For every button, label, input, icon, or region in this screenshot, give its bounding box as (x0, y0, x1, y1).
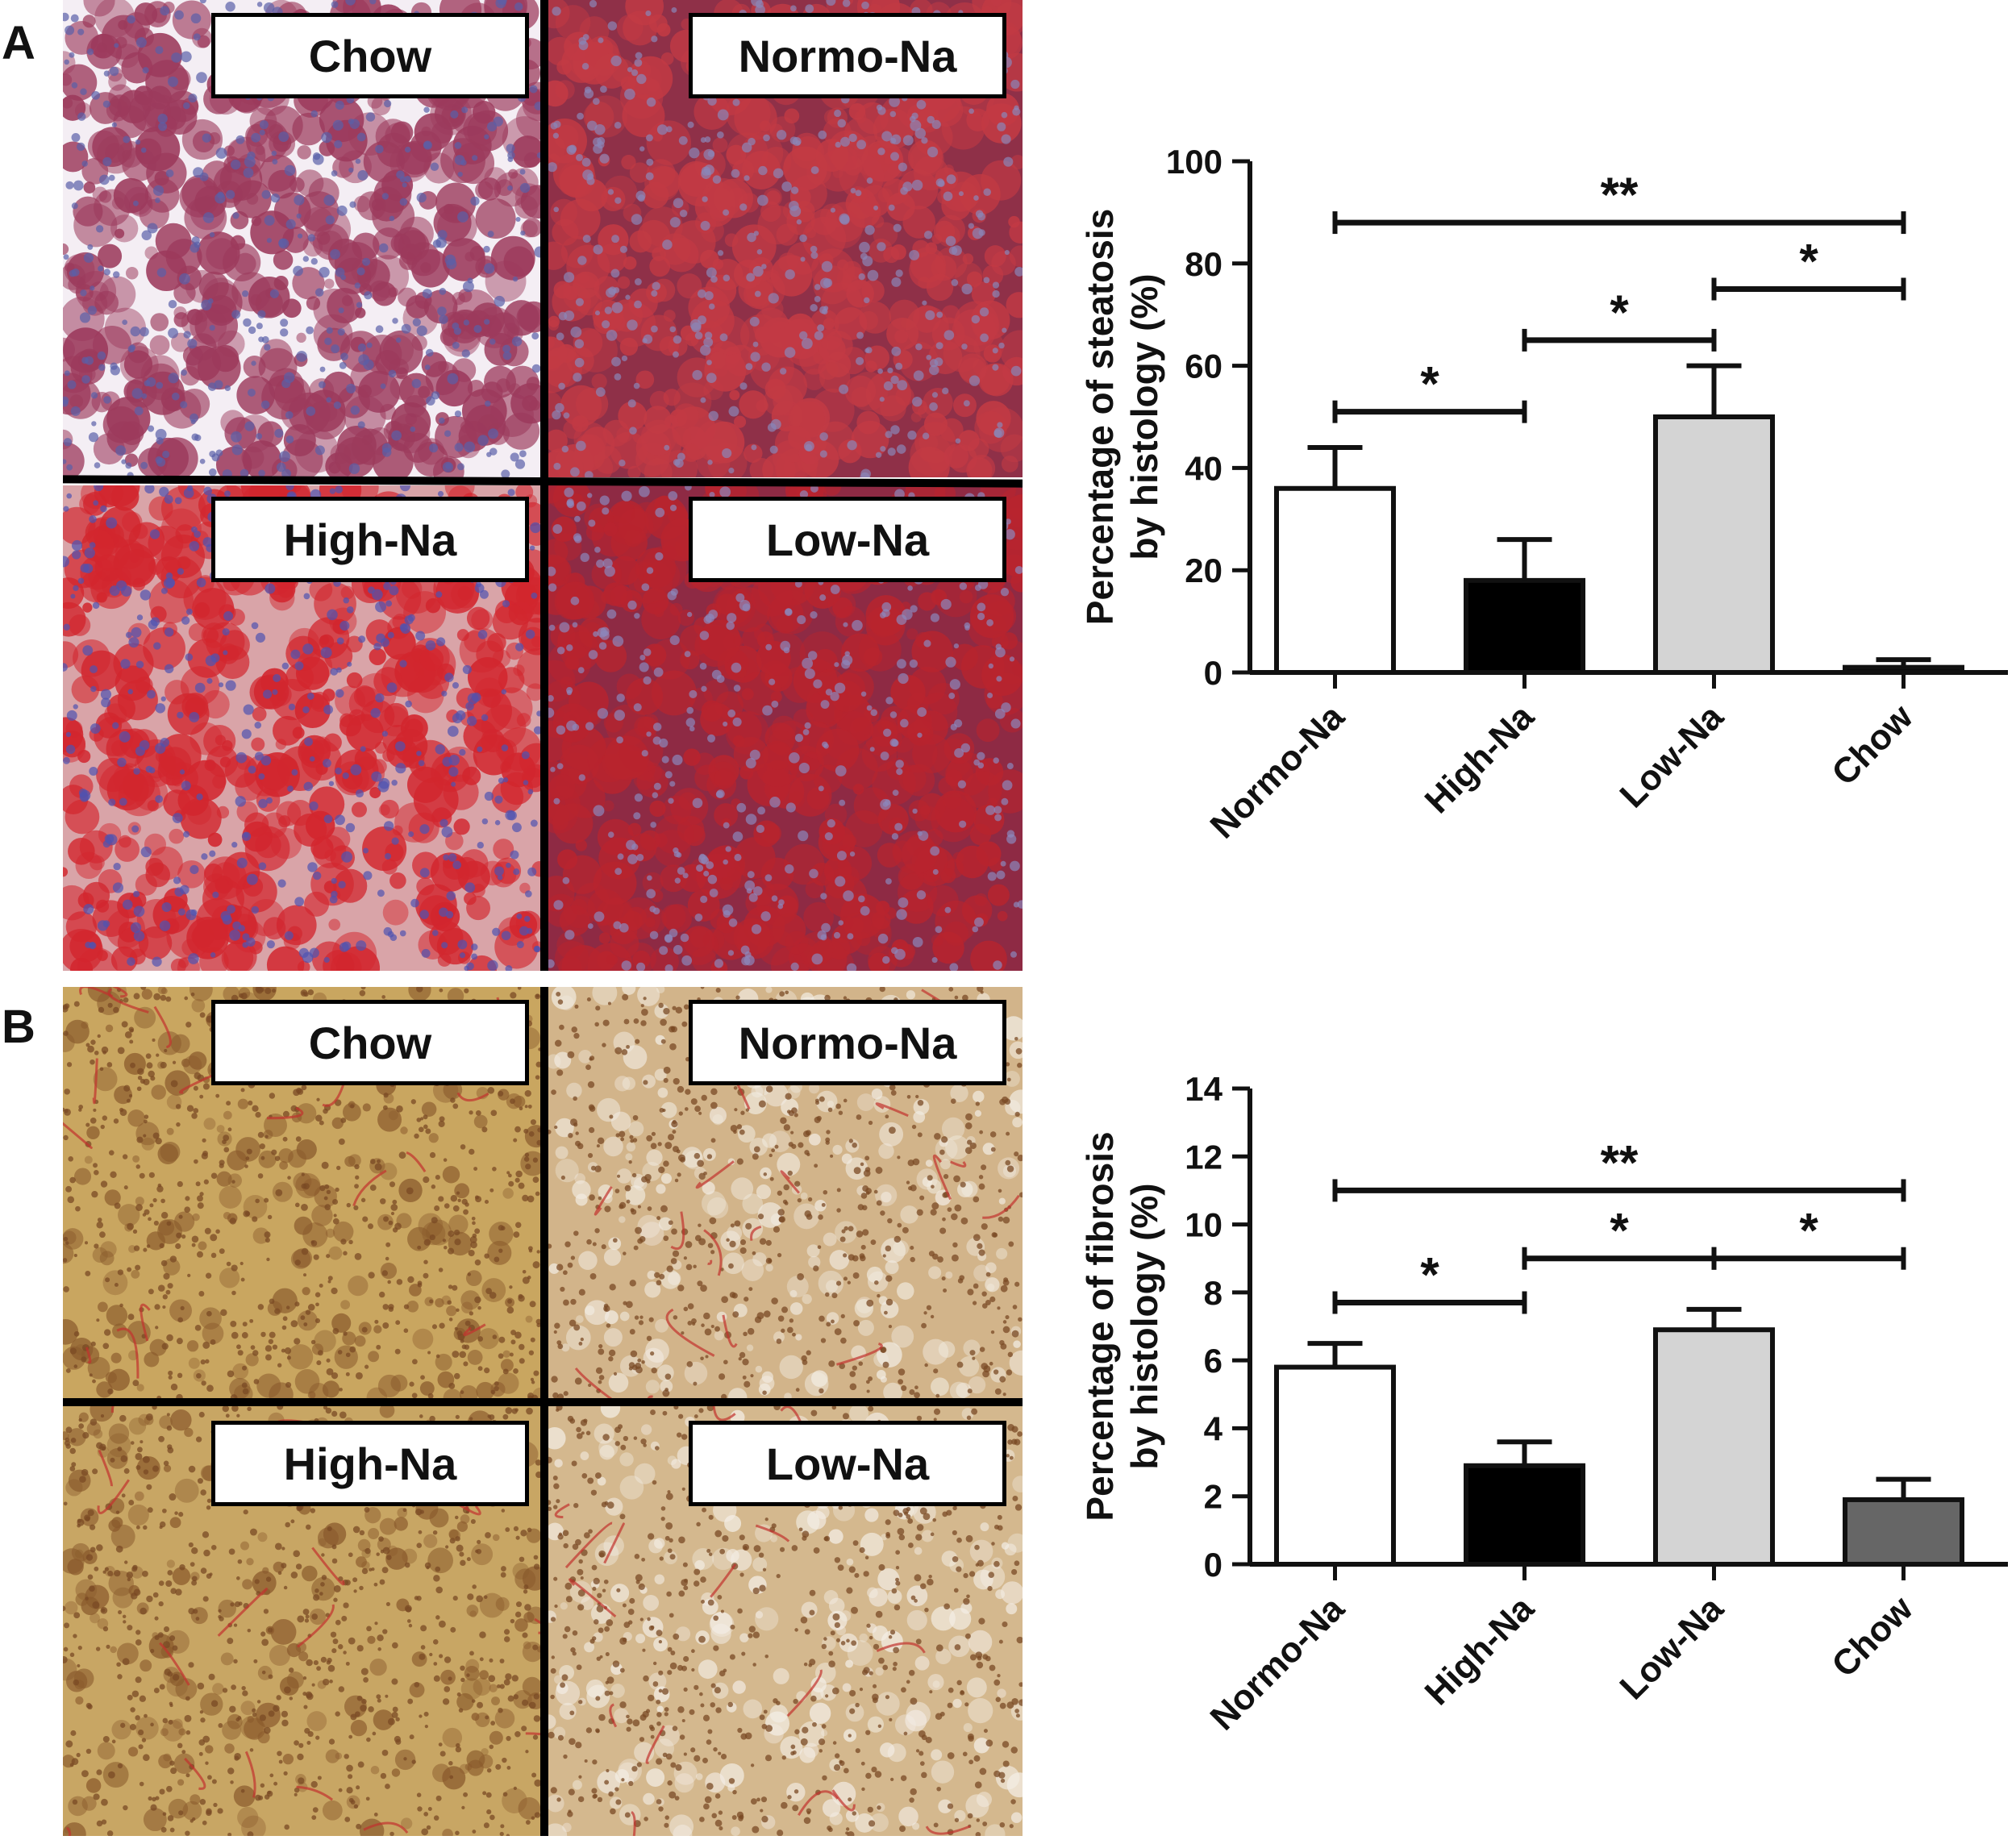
y-tick-label: 2 (1204, 1478, 1223, 1516)
grid-divider-vertical-b (540, 987, 548, 1836)
x-tick-label: High-Na (1418, 1588, 1542, 1713)
bar (1845, 1500, 1962, 1564)
x-tick-label: Normo-Na (1203, 1588, 1352, 1738)
micrograph-label: Low-Na (689, 497, 1006, 582)
panel-letter-a: A (2, 16, 35, 70)
x-tick-label: Chow (1824, 1588, 1921, 1685)
y-tick-label: 14 (1185, 1070, 1223, 1108)
significance-label: * (1420, 1248, 1439, 1302)
micrograph-label: High-Na (211, 497, 529, 582)
micrograph-label: Normo-Na (689, 13, 1006, 98)
micrograph-label: High-Na (211, 1421, 529, 1506)
significance-label: ** (1601, 168, 1639, 222)
y-axis-label: by histology (%) (1123, 273, 1165, 560)
y-tick-label: 80 (1185, 245, 1223, 283)
micrograph-label: Chow (211, 1000, 529, 1085)
bar (1466, 581, 1583, 672)
micrograph-label: Chow (211, 13, 529, 98)
y-axis-label: Percentage of fibrosis (1079, 1131, 1121, 1521)
y-axis-label: Percentage of steatosis (1079, 209, 1121, 625)
x-tick-label: Chow (1824, 697, 1921, 793)
y-tick-label: 4 (1204, 1409, 1223, 1447)
y-tick-label: 0 (1204, 1546, 1223, 1584)
y-tick-label: 12 (1185, 1138, 1223, 1176)
y-axis-label: by histology (%) (1123, 1183, 1165, 1469)
y-tick-label: 10 (1185, 1206, 1223, 1244)
x-tick-label: High-Na (1418, 697, 1542, 821)
grid-divider-horizontal-b (63, 1398, 1023, 1406)
x-tick-label: Low-Na (1613, 1588, 1731, 1707)
bar (1466, 1466, 1583, 1564)
y-tick-label: 0 (1204, 654, 1223, 692)
bar (1656, 417, 1772, 672)
significance-label: * (1799, 1204, 1818, 1258)
significance-label: * (1420, 357, 1439, 411)
x-tick-label: Normo-Na (1203, 697, 1352, 846)
micrograph-label: Normo-Na (689, 1000, 1006, 1085)
significance-label: ** (1601, 1135, 1639, 1189)
panel-letter-b: B (2, 1000, 35, 1054)
y-tick-label: 8 (1204, 1274, 1223, 1312)
significance-label: * (1799, 235, 1818, 289)
x-tick-label: Low-Na (1613, 697, 1731, 815)
y-tick-label: 40 (1185, 449, 1223, 487)
micrograph-label: Low-Na (689, 1421, 1006, 1506)
y-tick-label: 100 (1166, 143, 1223, 181)
bar (1277, 489, 1393, 672)
significance-label: * (1610, 285, 1629, 339)
y-tick-label: 6 (1204, 1342, 1223, 1380)
y-tick-label: 60 (1185, 348, 1223, 385)
y-tick-label: 20 (1185, 552, 1223, 589)
bar (1656, 1330, 1772, 1564)
bar (1277, 1368, 1393, 1564)
bar (1845, 668, 1962, 672)
significance-label: * (1610, 1204, 1629, 1258)
